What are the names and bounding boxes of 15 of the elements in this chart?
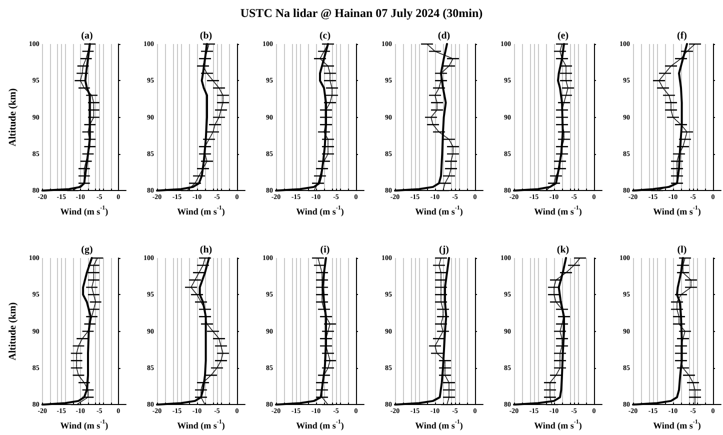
chart-title: (h) bbox=[200, 244, 212, 256]
chart-title: (a) bbox=[81, 30, 93, 42]
chart-title: (d) bbox=[438, 30, 450, 42]
chart-title: (f) bbox=[677, 30, 687, 42]
y-axis-title: Altitude (km) bbox=[8, 302, 18, 360]
chart-title: (k) bbox=[556, 244, 570, 256]
y-axis-title: Altitude (km) bbox=[8, 88, 18, 146]
chart-title: (i) bbox=[320, 244, 330, 256]
chart-title: (j) bbox=[439, 244, 449, 256]
text: USTC Na lidar @ Hainan 07 July 2024 (30min) bbox=[239, 6, 484, 21]
chart-title: (e) bbox=[557, 30, 569, 42]
chart-title: (l) bbox=[677, 244, 687, 256]
chart-title: (c) bbox=[319, 30, 331, 42]
chart-title: (g) bbox=[81, 244, 93, 256]
chart-title: (b) bbox=[200, 30, 212, 42]
